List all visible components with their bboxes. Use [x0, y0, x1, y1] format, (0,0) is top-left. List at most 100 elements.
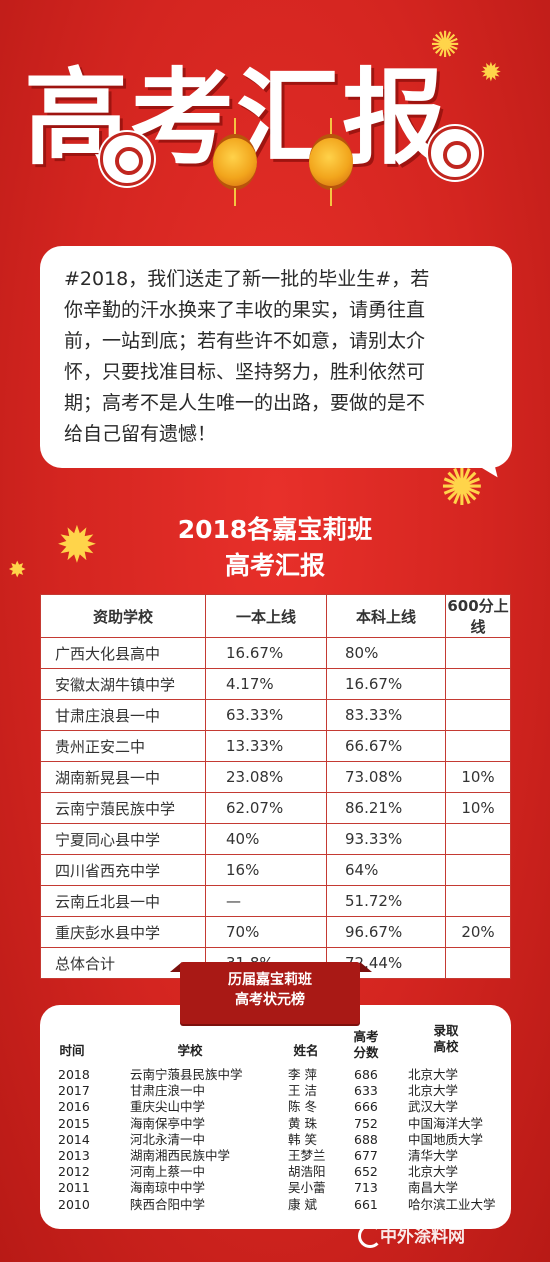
firework-decoration: ✹	[56, 516, 98, 574]
school-cell: 四川省西充中学	[40, 854, 206, 886]
table-row: 贵州正安二中 13.33% 66.67%	[40, 730, 511, 762]
history-school-cell: 重庆尖山中学	[130, 1099, 206, 1115]
watermark: 中外涂料网	[380, 1227, 465, 1247]
tier1-cell: 40%	[205, 823, 327, 855]
column-header: 600分上线	[445, 594, 511, 638]
table-row: 甘肃庄浪县一中 63.33% 83.33%	[40, 699, 511, 731]
school-cell: 湖南新晃县一中	[40, 761, 206, 793]
history-row: 2011 海南琼中中学 吴小蕾 713 南昌大学	[50, 1180, 510, 1196]
history-college-cell: 中国海洋大学	[408, 1115, 484, 1131]
history-header-score-line2: 分数	[353, 1045, 379, 1060]
history-header-score: 高考 分数	[346, 1029, 386, 1061]
history-school-cell: 湖南湘西民族中学	[130, 1148, 231, 1163]
tier1-cell: 63.33%	[205, 699, 327, 731]
intro-line: 给自己留有遗憾！	[64, 423, 217, 445]
school-cell: 贵州正安二中	[40, 730, 206, 762]
bachelor-cell: 96.67%	[326, 916, 446, 948]
history-row: 2014 河北永清一中 韩 笑 688 中国地质大学	[50, 1132, 510, 1148]
firework-decoration: ✺	[440, 458, 484, 518]
history-name-cell: 吴小蕾	[288, 1180, 326, 1196]
over600-cell	[445, 637, 511, 669]
lantern-string	[330, 118, 332, 134]
history-score-cell: 666	[354, 1099, 378, 1115]
history-name-cell: 黄 珠	[288, 1115, 317, 1131]
history-college-cell: 武汉大学	[408, 1099, 459, 1115]
history-school-cell: 甘肃庄浪一中	[130, 1083, 206, 1099]
history-name-cell: 陈 冬	[288, 1099, 317, 1115]
intro-line: 你辛勤的汗水换来了丰收的果实，请勇往直	[64, 299, 426, 321]
school-cell: 宁夏同心县中学	[40, 823, 206, 855]
history-header-school: 学校	[177, 1043, 203, 1058]
school-cell: 云南丘北县一中	[40, 885, 206, 917]
history-year-cell: 2013	[58, 1148, 90, 1163]
history-school-cell: 云南宁蒗县民族中学	[130, 1067, 243, 1082]
column-header: 一本上线	[205, 594, 327, 638]
history-score-cell: 686	[354, 1067, 378, 1082]
table-row: 重庆彭水县中学 70% 96.67% 20%	[40, 916, 511, 948]
bachelor-cell: 51.72%	[326, 885, 446, 917]
history-college-cell: 北京大学	[408, 1164, 459, 1180]
intro-bubble: #2018，我们送走了新一批的毕业生#，若 你辛勤的汗水换来了丰收的果实，请勇往…	[40, 246, 512, 468]
history-ribbon: 历届嘉宝莉班 高考状元榜	[180, 962, 360, 1024]
history-score-cell: 713	[354, 1180, 378, 1196]
history-score-cell: 652	[354, 1164, 378, 1180]
history-row: 2016 重庆尖山中学 陈 冬 666 武汉大学	[50, 1099, 510, 1115]
history-school-cell: 河南上蔡一中	[130, 1164, 206, 1180]
bachelor-cell: 66.67%	[326, 730, 446, 762]
over600-cell	[445, 699, 511, 731]
history-header-name: 姓名	[293, 1043, 319, 1058]
table-row: 湖南新晃县一中 23.08% 73.08% 10%	[40, 761, 511, 793]
tier1-cell: 16.67%	[205, 637, 327, 669]
table-row: 安徽太湖牛镇中学 4.17% 16.67%	[40, 668, 511, 700]
watermark-logo-icon	[358, 1224, 382, 1248]
history-name-cell: 李 萍	[288, 1067, 317, 1082]
table-row: 云南丘北县一中 — 51.72%	[40, 885, 511, 917]
history-school-cell: 海南保亭中学	[130, 1115, 206, 1131]
column-header: 本科上线	[326, 594, 446, 638]
intro-line: 前，一站到底；若有些许不如意，请别太介	[64, 330, 426, 352]
bachelor-cell: 16.67%	[326, 668, 446, 700]
history-name-cell: 王 洁	[288, 1083, 317, 1099]
over600-cell: 20%	[445, 916, 511, 948]
firework-decoration: ✹	[480, 58, 502, 88]
history-header-college: 录取 高校	[426, 1023, 466, 1055]
history-header-college-line2: 高校	[433, 1039, 459, 1054]
history-year-cell: 2017	[58, 1083, 90, 1099]
over600-cell: 10%	[445, 792, 511, 824]
over600-cell	[445, 668, 511, 700]
history-college-cell: 北京大学	[408, 1067, 459, 1082]
column-header: 资助学校	[40, 594, 206, 638]
intro-line: 怀，只要找准目标、坚持努力，胜利依然可	[64, 361, 426, 383]
intro-text: #2018，我们送走了新一批的毕业生#，若 你辛勤的汗水换来了丰收的果实，请勇往…	[64, 264, 488, 450]
school-cell: 甘肃庄浪县一中	[40, 699, 206, 731]
bachelor-cell: 83.33%	[326, 699, 446, 731]
over600-cell	[445, 823, 511, 855]
bachelor-cell: 86.21%	[326, 792, 446, 824]
history-year-cell: 2018	[58, 1067, 90, 1082]
tier1-cell: 13.33%	[205, 730, 327, 762]
ribbon-tail	[360, 962, 372, 972]
bachelor-cell: 80%	[326, 637, 446, 669]
ribbon-tail	[170, 962, 182, 972]
chinese-knot-icon	[100, 132, 154, 186]
history-row: 2013 湖南湘西民族中学 王梦兰 677 清华大学	[50, 1148, 510, 1164]
school-cell: 安徽太湖牛镇中学	[40, 668, 206, 700]
lantern-string	[234, 118, 236, 134]
history-college-cell: 北京大学	[408, 1083, 459, 1099]
history-school-cell: 河北永清一中	[130, 1131, 206, 1147]
intro-line: #2018，我们送走了新一批的毕业生#，若	[64, 268, 430, 290]
tier1-cell: 23.08%	[205, 761, 327, 793]
tier1-cell: 4.17%	[205, 668, 327, 700]
history-row: 2017 甘肃庄浪一中 王 洁 633 北京大学	[50, 1083, 510, 1099]
tier1-cell: 70%	[205, 916, 327, 948]
report-title-line2: 高考汇报	[224, 551, 325, 580]
school-cell: 云南宁蒗民族中学	[40, 792, 206, 824]
bachelor-cell: 73.08%	[326, 761, 446, 793]
history-year-cell: 2015	[58, 1115, 90, 1131]
table-row: 四川省西充中学 16% 64%	[40, 854, 511, 886]
history-header-year: 时间	[59, 1043, 85, 1058]
lantern-tassel	[330, 188, 332, 206]
history-name-cell: 胡浩阳	[288, 1164, 326, 1180]
bachelor-cell: 93.33%	[326, 823, 446, 855]
over600-cell	[445, 947, 511, 979]
